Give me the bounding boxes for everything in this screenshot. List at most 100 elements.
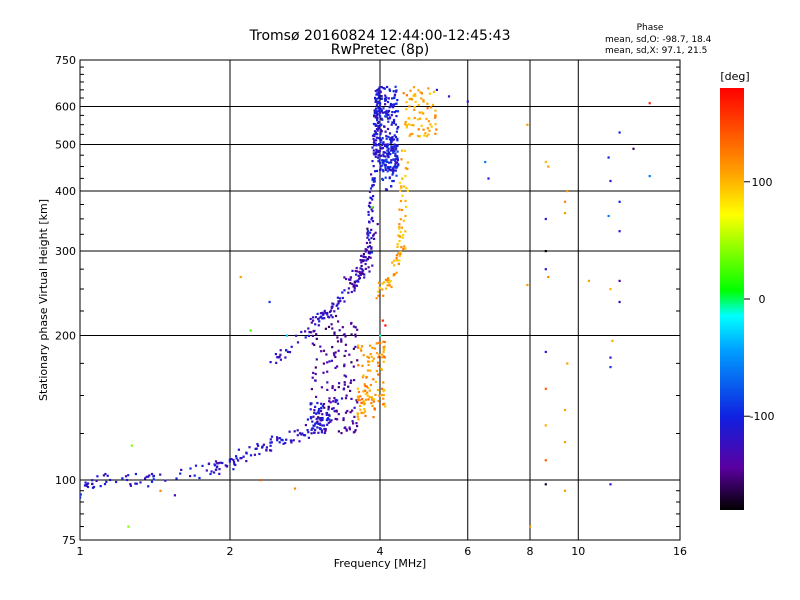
data-point bbox=[422, 99, 425, 102]
data-point bbox=[85, 484, 88, 487]
data-point bbox=[344, 397, 348, 400]
data-point bbox=[366, 394, 369, 397]
data-point bbox=[397, 262, 400, 265]
data-point bbox=[309, 331, 312, 334]
data-point bbox=[408, 98, 411, 101]
data-point bbox=[405, 124, 408, 127]
data-point bbox=[359, 272, 363, 275]
data-point bbox=[378, 102, 381, 105]
data-point bbox=[320, 402, 323, 405]
data-point bbox=[367, 363, 370, 366]
data-point bbox=[404, 247, 407, 250]
data-point bbox=[356, 415, 359, 418]
colorbar-tick-label: -100 bbox=[750, 410, 775, 423]
data-point bbox=[394, 90, 398, 93]
data-point bbox=[356, 387, 359, 390]
data-point bbox=[367, 234, 370, 237]
data-point bbox=[398, 259, 401, 262]
data-point bbox=[281, 439, 284, 442]
data-point bbox=[346, 409, 349, 413]
data-point bbox=[427, 87, 430, 90]
data-point bbox=[383, 144, 387, 147]
data-point bbox=[409, 89, 412, 92]
data-point bbox=[357, 364, 360, 367]
data-point bbox=[368, 389, 371, 392]
data-point bbox=[372, 149, 375, 152]
data-point bbox=[408, 105, 411, 108]
data-point bbox=[265, 446, 268, 449]
data-point bbox=[388, 117, 391, 120]
data-point bbox=[372, 144, 376, 147]
data-point bbox=[328, 310, 332, 313]
data-point bbox=[312, 415, 315, 418]
x-axis-ticks: 1 2 4 6 8 10 16 bbox=[77, 545, 688, 558]
data-point bbox=[298, 432, 302, 435]
data-point bbox=[422, 100, 425, 103]
data-point bbox=[324, 428, 327, 431]
data-point bbox=[383, 151, 387, 154]
data-point bbox=[416, 118, 419, 121]
data-point bbox=[347, 287, 350, 290]
data-point bbox=[374, 131, 377, 134]
data-point bbox=[311, 420, 314, 423]
data-point bbox=[397, 234, 400, 237]
data-point bbox=[380, 123, 383, 126]
data-point bbox=[319, 345, 322, 348]
data-point bbox=[337, 413, 340, 416]
data-point bbox=[388, 89, 392, 92]
data-point bbox=[285, 438, 288, 441]
data-point bbox=[377, 400, 380, 403]
data-point bbox=[400, 208, 404, 212]
data-point bbox=[368, 270, 371, 273]
data-point bbox=[609, 356, 612, 359]
data-point bbox=[387, 149, 390, 152]
data-point bbox=[332, 352, 336, 355]
data-point bbox=[391, 136, 394, 139]
data-point bbox=[397, 252, 400, 255]
data-point bbox=[402, 233, 405, 237]
data-point bbox=[205, 469, 208, 472]
data-point bbox=[385, 115, 388, 118]
data-point bbox=[487, 177, 490, 180]
data-point bbox=[435, 88, 438, 91]
data-point bbox=[240, 457, 243, 460]
data-point bbox=[320, 431, 323, 434]
data-point bbox=[414, 93, 417, 96]
data-point bbox=[376, 100, 379, 103]
data-point bbox=[395, 254, 398, 257]
data-point bbox=[279, 358, 282, 361]
data-point bbox=[345, 429, 348, 432]
data-point bbox=[276, 439, 279, 442]
data-point bbox=[377, 154, 380, 157]
data-point bbox=[401, 194, 404, 197]
data-point bbox=[173, 494, 176, 497]
data-point bbox=[145, 475, 148, 478]
data-point bbox=[435, 128, 438, 131]
data-point bbox=[327, 408, 330, 411]
data-point bbox=[314, 379, 317, 382]
data-point bbox=[609, 483, 612, 486]
data-point bbox=[323, 309, 326, 312]
data-point bbox=[318, 412, 321, 415]
data-point bbox=[365, 241, 369, 245]
data-point bbox=[322, 424, 326, 427]
data-point bbox=[420, 111, 423, 114]
data-point bbox=[237, 459, 240, 462]
data-point bbox=[383, 402, 386, 405]
data-point bbox=[388, 138, 391, 141]
data-point bbox=[80, 496, 82, 499]
data-point bbox=[330, 359, 333, 362]
data-point bbox=[375, 93, 378, 96]
data-point bbox=[362, 411, 365, 415]
data-point bbox=[399, 252, 402, 255]
data-point bbox=[230, 458, 233, 461]
data-point bbox=[312, 427, 315, 430]
data-point bbox=[393, 259, 396, 262]
data-point bbox=[127, 474, 130, 477]
data-point bbox=[379, 132, 382, 135]
data-point bbox=[374, 109, 377, 112]
data-point bbox=[321, 424, 324, 427]
data-point bbox=[587, 279, 590, 282]
data-point bbox=[257, 444, 260, 447]
data-point bbox=[402, 219, 405, 222]
